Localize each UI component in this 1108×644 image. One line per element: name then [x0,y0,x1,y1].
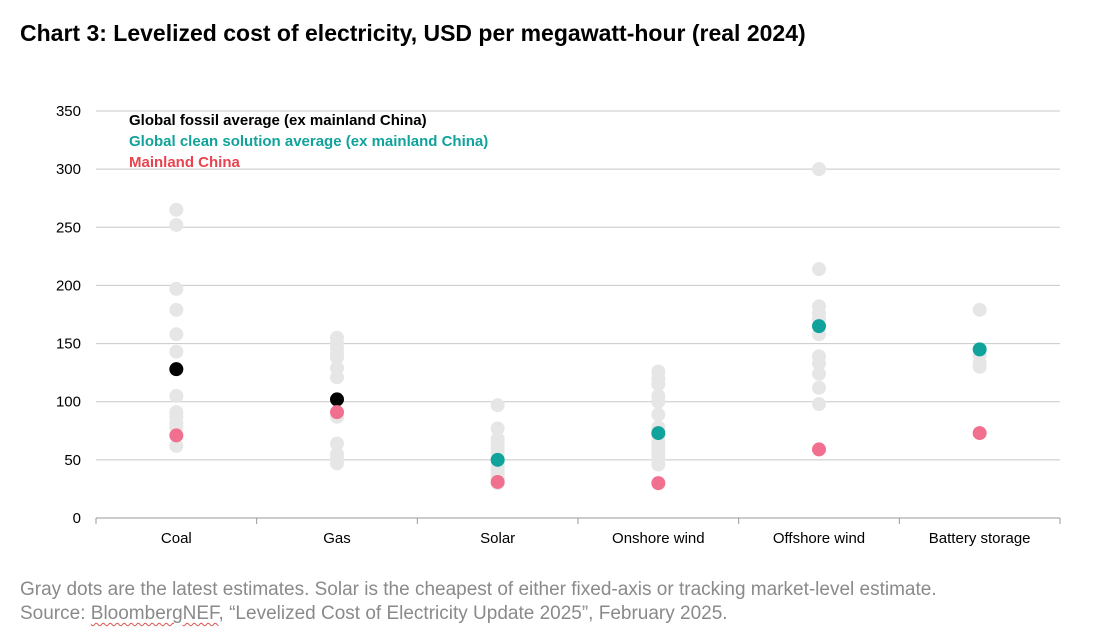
estimate-dot [330,370,344,385]
source-org: BloombergNEF [90,603,219,624]
estimate-dot [490,421,505,436]
chart-title: Chart 3: Levelized cost of electricity, … [20,20,806,46]
clean-average-dot [972,342,987,357]
x-tick-label: Solar [480,530,515,547]
legend-fossil-average: Global fossil average (ex mainland China… [129,112,427,129]
china-dot [972,426,987,441]
y-tick-label: 200 [56,277,81,294]
china-dot [490,474,505,489]
estimate-dot [651,407,666,422]
estimate-dot [169,438,184,453]
x-axis: Coal Gas Solar Onshore wind Offshore wind Bat… [95,517,1061,547]
x-tick-label: Onshore wind [612,530,705,547]
y-tick-label: 250 [56,219,81,236]
source-line: Source: BloombergNEF, “Levelized Cost of… [20,602,937,626]
y-tick-label: 150 [56,336,81,353]
estimate-dot [812,162,826,177]
china-dot [651,476,666,491]
estimate-dot [169,202,184,217]
estimate-dot [169,344,184,359]
clean-average-dot [651,426,666,441]
data-points [169,162,987,491]
estimate-dot [490,398,505,413]
source-prefix: Source: [20,603,91,624]
y-axis-tick-labels: 0 50 100 150 200 250 300 350 [56,103,81,527]
x-tick-label: Gas [323,530,351,547]
clean-average-dot [812,319,826,334]
x-tick-label: Offshore wind [773,530,865,547]
legend-clean-average: Global clean solution average (ex mainla… [129,133,488,150]
footnote-note: Gray dots are the latest estimates. Sola… [20,579,937,600]
china-dot [169,428,184,443]
estimate-dot [330,456,344,471]
estimate-dot [651,394,666,409]
fossil-average-dot [169,362,184,377]
x-tick-label: Coal [161,530,192,547]
estimate-dot [812,397,826,412]
footnote: Gray dots are the latest estimates. Sola… [20,578,937,626]
estimate-dot [169,217,184,232]
y-tick-label: 350 [56,103,81,120]
source-rest: , “Levelized Cost of Electricity Update … [218,603,728,624]
y-tick-label: 100 [56,394,81,411]
china-dot [812,442,826,457]
legend: Global fossil average (ex mainland China… [129,112,488,171]
fossil-average-dot [330,392,344,407]
clean-average-dot [490,452,505,467]
estimate-dot [169,281,184,296]
x-tick-label: Battery storage [929,530,1031,547]
estimate-dot [651,377,666,392]
y-tick-label: 0 [73,510,81,527]
estimate-dot [812,366,826,381]
estimate-dot [330,436,344,451]
estimate-dot [812,380,826,395]
estimate-dot [330,350,344,365]
estimate-dot [972,302,987,317]
y-tick-label: 300 [56,161,81,178]
estimate-dot [651,457,666,472]
estimate-dot [169,388,184,403]
china-dot [330,405,344,420]
grid-lines [96,110,1060,461]
estimate-dot [812,356,826,371]
estimate-dot [169,327,184,342]
estimate-dot [169,302,184,317]
estimate-dot [972,359,987,374]
legend-mainland-china: Mainland China [129,154,240,171]
y-tick-label: 50 [64,452,81,469]
estimate-dot [812,262,826,277]
